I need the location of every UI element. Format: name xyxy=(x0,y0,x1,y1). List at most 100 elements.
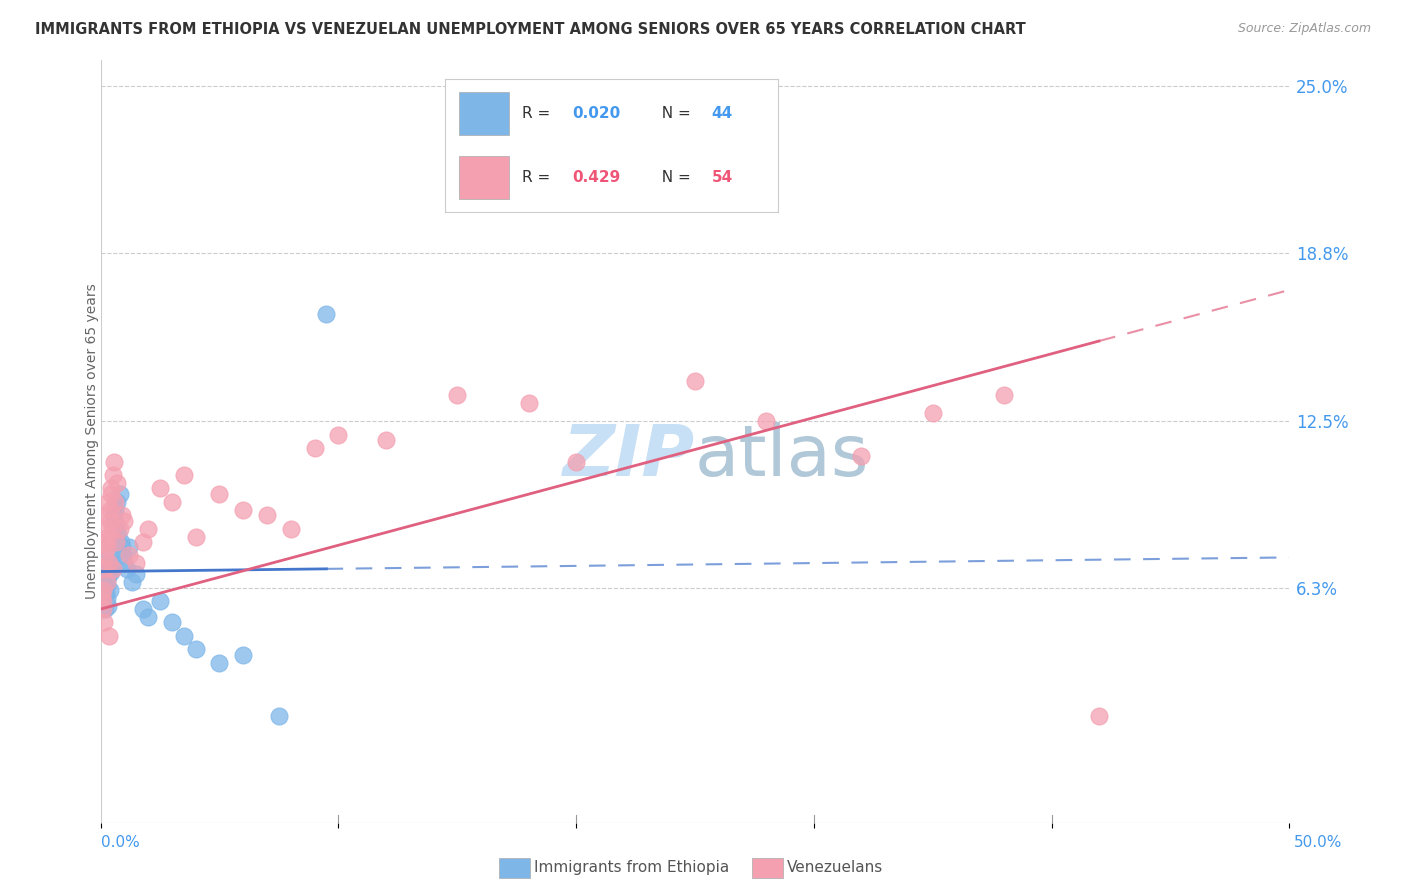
Point xyxy=(160,615,183,630)
Point xyxy=(97,557,120,571)
Text: 0.0%: 0.0% xyxy=(101,836,141,850)
Point xyxy=(100,487,122,501)
Point xyxy=(97,530,120,544)
Point xyxy=(105,476,128,491)
Point xyxy=(256,508,278,523)
Point xyxy=(921,406,943,420)
Point xyxy=(93,583,115,598)
Point xyxy=(121,575,143,590)
Point xyxy=(851,450,873,464)
Point xyxy=(110,535,132,549)
Point xyxy=(993,387,1015,401)
Point xyxy=(93,615,115,630)
Point xyxy=(173,629,195,643)
Point xyxy=(374,433,396,447)
Point xyxy=(100,565,122,579)
Point xyxy=(118,541,141,555)
Point xyxy=(115,562,138,576)
Point xyxy=(96,578,118,592)
Point xyxy=(91,575,114,590)
Point xyxy=(100,482,122,496)
Point xyxy=(208,487,231,501)
Point xyxy=(118,549,141,563)
Point xyxy=(101,522,124,536)
Point xyxy=(97,599,120,614)
Point xyxy=(101,557,124,571)
Point xyxy=(208,656,231,670)
Point xyxy=(97,570,120,584)
Point xyxy=(184,530,207,544)
Point xyxy=(97,629,120,643)
Point xyxy=(96,575,118,590)
Point xyxy=(98,549,121,563)
Point xyxy=(755,414,778,428)
Point xyxy=(107,527,129,541)
Point xyxy=(101,562,124,576)
Point xyxy=(280,522,302,536)
Point xyxy=(104,495,127,509)
Point xyxy=(232,503,254,517)
Point xyxy=(94,586,117,600)
Text: 50.0%: 50.0% xyxy=(1295,836,1343,850)
Text: atlas: atlas xyxy=(695,422,869,491)
Point xyxy=(90,589,112,603)
Point xyxy=(105,519,128,533)
Point xyxy=(98,583,121,598)
Point xyxy=(90,583,112,598)
Point xyxy=(160,495,183,509)
Point xyxy=(97,495,120,509)
Point xyxy=(96,591,118,606)
Point xyxy=(184,642,207,657)
Point xyxy=(108,522,131,536)
Point xyxy=(565,455,588,469)
Point xyxy=(136,522,159,536)
Point xyxy=(94,602,117,616)
Point xyxy=(1088,709,1111,723)
Point xyxy=(304,442,326,456)
Point xyxy=(111,508,134,523)
Point xyxy=(517,395,540,409)
Point xyxy=(91,594,114,608)
Point xyxy=(98,514,121,528)
Point xyxy=(100,535,122,549)
Point xyxy=(96,508,118,523)
Point xyxy=(112,549,135,563)
Text: Venezuelans: Venezuelans xyxy=(787,861,883,875)
Point xyxy=(173,468,195,483)
Point xyxy=(97,562,120,576)
Point xyxy=(103,514,125,528)
Point xyxy=(683,374,706,388)
Point xyxy=(93,589,115,603)
Text: Source: ZipAtlas.com: Source: ZipAtlas.com xyxy=(1237,22,1371,36)
Text: ZIP: ZIP xyxy=(562,422,695,491)
Point xyxy=(108,487,131,501)
Point xyxy=(112,514,135,528)
Point xyxy=(104,503,127,517)
Point xyxy=(125,567,148,582)
Point xyxy=(96,541,118,555)
Y-axis label: Unemployment Among Seniors over 65 years: Unemployment Among Seniors over 65 years xyxy=(86,284,100,599)
Point xyxy=(93,581,115,595)
Point xyxy=(94,522,117,536)
Point xyxy=(94,549,117,563)
Point xyxy=(91,594,114,608)
Text: IMMIGRANTS FROM ETHIOPIA VS VENEZUELAN UNEMPLOYMENT AMONG SENIORS OVER 65 YEARS : IMMIGRANTS FROM ETHIOPIA VS VENEZUELAN U… xyxy=(35,22,1026,37)
Point xyxy=(103,455,125,469)
Point xyxy=(94,567,117,582)
Point xyxy=(101,468,124,483)
Point xyxy=(149,482,172,496)
Point xyxy=(267,709,290,723)
Point xyxy=(93,562,115,576)
Point xyxy=(132,535,155,549)
Point xyxy=(328,427,350,442)
Point xyxy=(105,535,128,549)
Point xyxy=(232,648,254,662)
Point xyxy=(101,522,124,536)
Point xyxy=(91,602,114,616)
Point xyxy=(98,503,121,517)
Point xyxy=(446,387,468,401)
Text: Immigrants from Ethiopia: Immigrants from Ethiopia xyxy=(534,861,730,875)
Point xyxy=(112,557,135,571)
Point xyxy=(149,594,172,608)
Point xyxy=(315,307,337,321)
